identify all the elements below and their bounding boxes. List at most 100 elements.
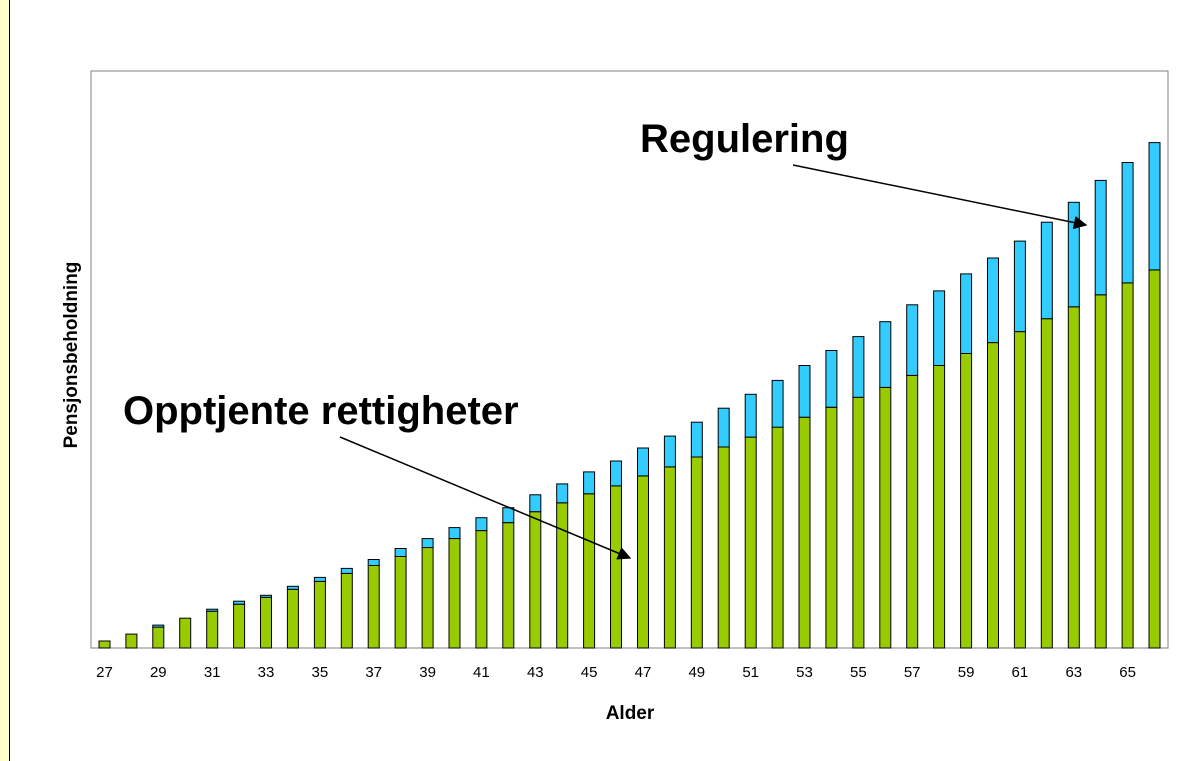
bar-segment-base-49 — [690, 456, 703, 649]
x-tick-label-33: 33 — [258, 664, 275, 681]
bar-segment-base-40 — [448, 538, 461, 649]
bar-segment-base-27 — [98, 640, 111, 649]
bar-segment-base-63 — [1067, 306, 1080, 649]
bar-segment-base-28 — [125, 633, 138, 649]
bar-segment-stacked-37 — [367, 559, 380, 566]
bar-segment-stacked-39 — [421, 538, 434, 549]
x-tick-label-31: 31 — [204, 664, 221, 681]
bar-segment-base-42 — [502, 522, 515, 649]
x-tick-label-55: 55 — [850, 664, 867, 681]
bar-segment-base-59 — [960, 353, 973, 649]
bar-segment-base-36 — [340, 572, 353, 649]
annotation-arrow-regulering — [792, 164, 1088, 230]
bar-segment-stacked-38 — [394, 548, 407, 557]
x-tick-label-63: 63 — [1065, 664, 1082, 681]
bar-segment-stacked-64 — [1094, 179, 1107, 296]
bar-segment-base-65 — [1121, 282, 1134, 649]
bar-segment-stacked-45 — [583, 471, 596, 495]
bar-segment-stacked-59 — [960, 273, 973, 354]
bar-segment-base-64 — [1094, 294, 1107, 649]
bar-segment-stacked-51 — [744, 393, 757, 438]
chart-frame: 27 29 31 33 35 37 39 41 43 45 47 49 51 53 55 57 59 61 63 65… — [9, 0, 1200, 761]
x-tick-label-61: 61 — [1012, 664, 1029, 681]
x-tick-label-39: 39 — [419, 664, 436, 681]
bar-segment-stacked-62 — [1040, 221, 1053, 320]
bar-segment-base-37 — [367, 564, 380, 649]
bar-segment-base-33 — [260, 596, 272, 649]
x-tick-label-41: 41 — [473, 664, 490, 681]
plot-area — [90, 70, 1169, 649]
bar-segment-stacked-47 — [637, 447, 649, 477]
bar-segment-stacked-54 — [825, 350, 838, 408]
x-tick-label-29: 29 — [150, 664, 167, 681]
bar-segment-base-30 — [179, 617, 192, 649]
bar-segment-stacked-41 — [475, 517, 488, 532]
bar-segment-base-66 — [1148, 269, 1161, 649]
bar-segment-stacked-31 — [206, 608, 219, 612]
bar-segment-stacked-32 — [233, 600, 246, 605]
x-tick-label-65: 65 — [1119, 664, 1136, 681]
bar-segment-base-56 — [879, 386, 892, 649]
x-tick-label-37: 37 — [365, 664, 382, 681]
bar-segment-base-47 — [637, 475, 649, 649]
x-tick-label-53: 53 — [796, 664, 813, 681]
bar-segment-base-48 — [663, 466, 676, 649]
bar-segment-stacked-34 — [286, 585, 299, 590]
bar-segment-base-34 — [286, 588, 299, 649]
bar-segment-stacked-60 — [987, 257, 999, 344]
x-tick-label-47: 47 — [635, 664, 652, 681]
bar-segment-base-39 — [421, 547, 434, 649]
x-tick-labels: 27 29 31 33 35 37 39 41 43 45 47 49 51 53 55 57 59 61 63 65 — [96, 664, 1136, 681]
x-tick-label-59: 59 — [958, 664, 975, 681]
bar-segment-stacked-49 — [690, 421, 703, 458]
bar-segment-stacked-55 — [852, 336, 865, 398]
x-tick-label-45: 45 — [581, 664, 598, 681]
bar-segment-base-52 — [771, 426, 784, 649]
bar-segment-stacked-66 — [1148, 142, 1161, 271]
bar-segment-stacked-35 — [313, 576, 326, 582]
bar-segment-stacked-42 — [502, 507, 515, 524]
bar-segment-base-62 — [1040, 318, 1053, 649]
bar-segment-base-55 — [852, 396, 865, 649]
bar-segment-base-31 — [206, 610, 219, 649]
bar-segment-base-38 — [394, 556, 407, 649]
bar-segment-stacked-61 — [1013, 240, 1026, 333]
bar-segment-stacked-29 — [152, 624, 165, 628]
stacked-bar-chart: 27 29 31 33 35 37 39 41 43 45 47 49 51 53 55 57 59 61 63 65… — [61, 70, 1169, 724]
bar-segment-stacked-65 — [1121, 162, 1134, 284]
x-tick-label-43: 43 — [527, 664, 544, 681]
x-tick-label-51: 51 — [742, 664, 759, 681]
bar-segment-base-50 — [717, 446, 730, 649]
x-tick-label-49: 49 — [688, 664, 705, 681]
bar-segment-stacked-56 — [879, 321, 892, 388]
bar-segment-base-29 — [152, 626, 165, 649]
x-tick-label-57: 57 — [904, 664, 921, 681]
bar-segment-base-51 — [744, 436, 757, 649]
bar-segment-base-46 — [610, 485, 622, 649]
bar-segment-stacked-53 — [798, 365, 811, 418]
bar-segment-base-41 — [475, 530, 488, 649]
bar-segment-stacked-48 — [663, 435, 676, 468]
bar-segment-stacked-57 — [906, 304, 919, 376]
bar-segment-stacked-46 — [610, 460, 622, 487]
bar-segment-stacked-58 — [933, 290, 946, 366]
x-axis-title: Alder — [606, 703, 655, 724]
bar-segment-stacked-43 — [529, 494, 542, 513]
bar-segment-base-54 — [825, 406, 838, 649]
bar-segment-base-43 — [529, 511, 542, 649]
bar-segment-base-57 — [906, 374, 919, 649]
bar-segment-base-32 — [233, 603, 246, 649]
bar-segment-base-44 — [556, 502, 569, 649]
bar-segment-base-45 — [583, 493, 596, 649]
x-tick-label-27: 27 — [96, 664, 113, 681]
bar-segment-base-35 — [313, 580, 326, 649]
bar-segment-base-53 — [798, 416, 811, 649]
bar-segment-base-58 — [933, 365, 946, 649]
x-tick-label-35: 35 — [312, 664, 329, 681]
bar-segment-base-60 — [987, 342, 999, 649]
y-axis-title: Pensjonsbeholdning — [61, 262, 82, 449]
bar-segment-base-61 — [1013, 331, 1026, 649]
annotation-label-regulering: Regulering — [640, 117, 849, 161]
annotation-label-opptjente-rettigheter: Opptjente rettigheter — [123, 389, 519, 433]
bar-segment-stacked-33 — [260, 594, 272, 598]
